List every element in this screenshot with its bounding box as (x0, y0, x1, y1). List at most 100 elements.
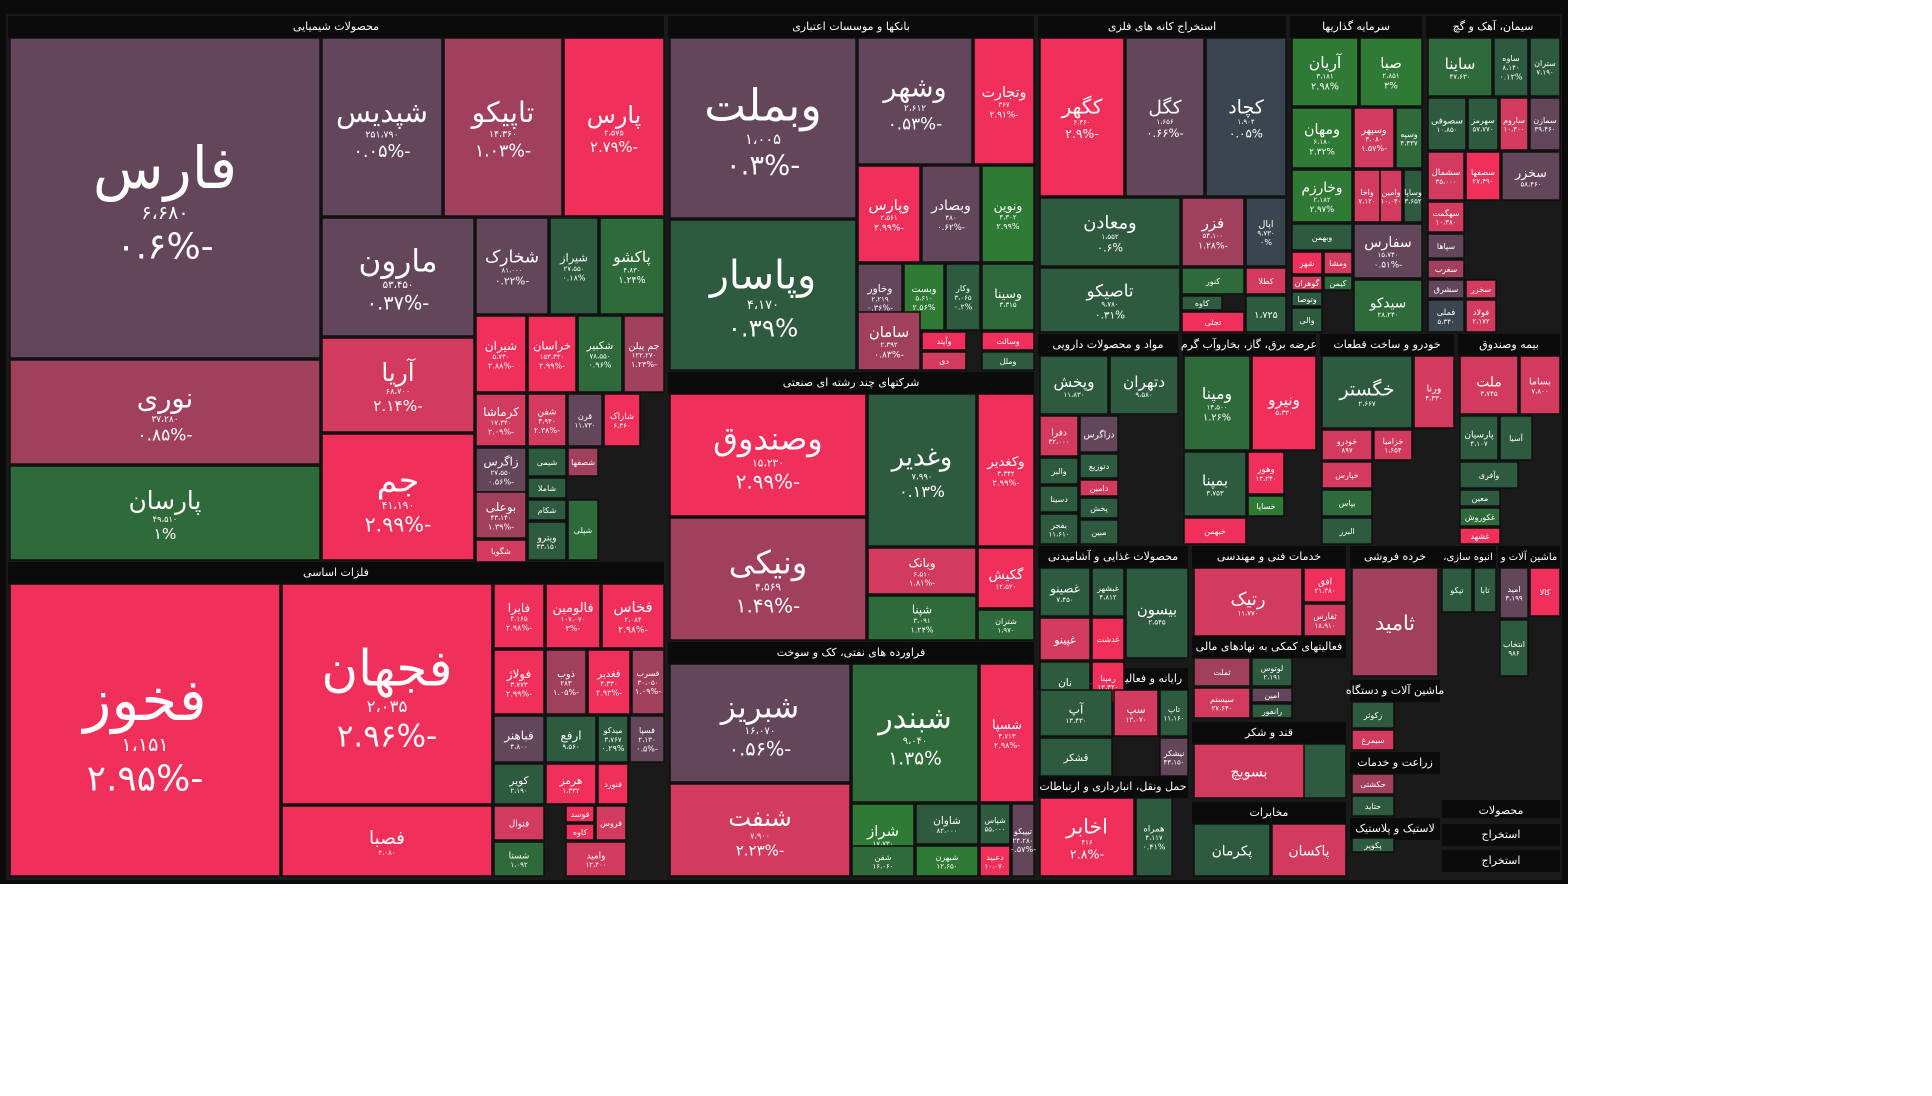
tile[interactable]: وملل (981, 351, 1035, 371)
tile[interactable]: خساپا (1247, 495, 1285, 517)
tile[interactable]: شاملا (527, 477, 567, 499)
tile[interactable]: شگویا (475, 539, 527, 563)
tile[interactable]: کاوه (565, 823, 595, 841)
tile[interactable]: پخش (1079, 497, 1119, 519)
tile[interactable]: وسالت (981, 331, 1035, 351)
tile[interactable]: پکویر (1351, 837, 1395, 853)
tile[interactable]: تپکو (1441, 567, 1473, 613)
tile[interactable]: وبهمن (1291, 223, 1353, 251)
tile[interactable]: قشکر (1039, 737, 1113, 777)
tile[interactable]: بسویچ (1193, 743, 1305, 799)
tile[interactable]: سغرب (1427, 259, 1465, 279)
tile[interactable]: غکوروش (1459, 507, 1501, 527)
tile[interactable]: حتاید (1351, 795, 1395, 817)
tile[interactable]: رانفور (1251, 703, 1293, 719)
tile[interactable]: وآیند (921, 331, 967, 351)
tile[interactable]: حکشتی (1351, 773, 1395, 795)
tile[interactable]: پکرمان (1193, 823, 1271, 877)
tile[interactable]: دسینا (1039, 485, 1079, 513)
tile[interactable]: خپارس (1321, 461, 1373, 489)
tile[interactable]: کالا (1529, 567, 1561, 617)
tile[interactable]: سشرق (1427, 279, 1465, 299)
tile[interactable]: ۱،۷۲۵ (1245, 295, 1287, 333)
tile[interactable]: زکوثر (1351, 701, 1395, 729)
tile[interactable]: پاکسان (1271, 823, 1347, 877)
tile[interactable]: غشهد (1459, 527, 1501, 545)
tile[interactable]: شیمی (527, 447, 567, 477)
tile[interactable]: فنوال (493, 805, 545, 841)
tile[interactable]: شپلی (567, 499, 599, 561)
tile[interactable]: ثامید (1351, 567, 1439, 677)
tile[interactable]: کطلا (1245, 267, 1287, 295)
tile[interactable]: معین (1459, 489, 1501, 507)
tile[interactable]: تجلی (1181, 311, 1245, 333)
